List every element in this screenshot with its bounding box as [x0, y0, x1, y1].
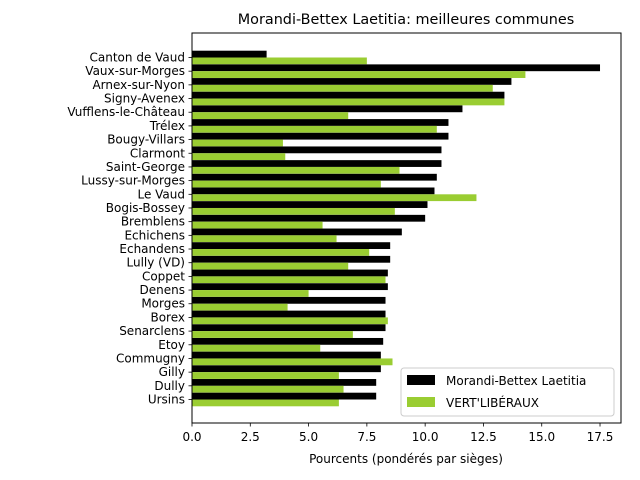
bar-morandi-0 [192, 50, 267, 58]
bar-morandi-19 [192, 310, 386, 318]
category-label: Lussy-sur-Morges [81, 174, 185, 188]
category-label: Morges [141, 297, 185, 311]
bar-vert-liberaux-10 [192, 194, 477, 202]
plot-area-frame [191, 32, 622, 424]
bar-vert-liberaux-18 [192, 303, 288, 311]
bar-vert-liberaux-16 [192, 276, 386, 284]
bar-vert-liberaux-8 [192, 166, 400, 174]
bar-morandi-7 [192, 146, 442, 154]
bar-vert-liberaux-4 [192, 112, 349, 120]
bar-morandi-13 [192, 228, 402, 236]
bar-vert-liberaux-17 [192, 290, 309, 297]
bar-morandi-5 [192, 119, 449, 126]
bar-vert-liberaux-19 [192, 317, 388, 325]
bar-morandi-10 [192, 187, 435, 195]
bar-morandi-22 [192, 351, 381, 359]
legend-label-vert-liberaux: VERT'LIBÉRAUX [446, 395, 539, 410]
x-tick-label: 5.0 [299, 430, 318, 444]
bar-vert-liberaux-9 [192, 180, 381, 188]
x-tick-label: 10.0 [412, 430, 439, 444]
bar-morandi-21 [192, 337, 384, 345]
bar-morandi-1 [192, 64, 601, 72]
bar-morandi-17 [192, 283, 388, 291]
category-label: Commugny [116, 351, 185, 365]
category-label: Bogis-Bossey [106, 201, 185, 215]
bar-vert-liberaux-25 [192, 399, 339, 407]
bar-vert-liberaux-3 [192, 98, 505, 106]
bar-morandi-6 [192, 132, 449, 140]
bar-vert-liberaux-11 [192, 207, 395, 215]
x-tick-label: 17.5 [587, 430, 614, 444]
category-label: Arnex-sur-Nyon [92, 78, 185, 92]
category-label: Coppet [142, 269, 185, 283]
bar-vert-liberaux-1 [192, 71, 526, 78]
bar-morandi-4 [192, 105, 463, 113]
bar-vert-liberaux-24 [192, 385, 344, 393]
bar-vert-liberaux-7 [192, 153, 286, 161]
bar-morandi-20 [192, 324, 386, 332]
bar-vert-liberaux-22 [192, 358, 393, 366]
category-label: Vufflens-le-Château [67, 105, 185, 119]
bar-morandi-15 [192, 255, 391, 263]
bar-vert-liberaux-14 [192, 249, 370, 256]
bar-vert-liberaux-12 [192, 221, 323, 229]
bar-morandi-8 [192, 160, 442, 167]
category-label: Etoy [158, 338, 185, 352]
bar-vert-liberaux-20 [192, 331, 353, 338]
category-label: Borex [150, 310, 185, 324]
x-tick-label: 2.5 [241, 430, 260, 444]
chart-title: Morandi-Bettex Laetitia: meilleures comm… [238, 12, 575, 28]
bar-morandi-3 [192, 91, 505, 99]
bars-layer [192, 50, 601, 407]
bar-morandi-2 [192, 78, 512, 85]
legend-box [400, 367, 615, 417]
category-label: Trélex [149, 119, 185, 133]
category-label: Echichens [124, 228, 185, 242]
bar-vert-liberaux-15 [192, 262, 349, 270]
bar-morandi-9 [192, 173, 437, 181]
bar-vert-liberaux-5 [192, 125, 437, 133]
category-label: Lully (VD) [127, 256, 185, 270]
bar-morandi-16 [192, 269, 388, 277]
x-axis-ticks: 0.0 2.5 5.0 7.5 10.0 12.5 15.0 17.5 [182, 423, 613, 444]
x-tick-label: 12.5 [470, 430, 497, 444]
category-label: Bremblens [121, 215, 185, 229]
category-label: Ursins [148, 393, 185, 407]
category-label: Gilly [159, 365, 185, 379]
legend-swatch-morandi [407, 375, 435, 385]
legend-swatch-vert-liberaux [407, 397, 435, 407]
category-label: Clarmont [130, 146, 185, 160]
category-label: Canton de Vaud [90, 51, 185, 65]
x-tick-label: 0.0 [182, 430, 201, 444]
bar-morandi-12 [192, 214, 426, 222]
category-label: Echandens [119, 242, 185, 256]
category-label: Denens [140, 283, 185, 297]
bar-vert-liberaux-21 [192, 344, 321, 352]
bar-vert-liberaux-2 [192, 84, 493, 92]
bar-morandi-23 [192, 365, 381, 373]
legend: Morandi-Bettex Laetitia VERT'LIBÉRAUX [400, 367, 615, 417]
category-label: Saint-George [106, 160, 185, 174]
bar-morandi-14 [192, 242, 391, 250]
category-label: Le Vaud [137, 187, 185, 201]
bar-vert-liberaux-23 [192, 372, 339, 379]
bar-morandi-24 [192, 379, 377, 386]
category-label: Dully [154, 379, 185, 393]
category-label: Vaux-sur-Morges [85, 64, 185, 78]
bar-vert-liberaux-6 [192, 139, 283, 147]
x-axis-label: Pourcents (pondérés par sièges) [309, 452, 503, 466]
legend-label-morandi: Morandi-Bettex Laetitia [446, 374, 586, 388]
bar-morandi-25 [192, 392, 377, 400]
bar-morandi-11 [192, 201, 428, 208]
x-tick-label: 7.5 [357, 430, 376, 444]
category-label: Signy-Avenex [104, 92, 185, 106]
category-label: Senarclens [119, 324, 185, 338]
bar-morandi-18 [192, 296, 386, 304]
bar-vert-liberaux-0 [192, 57, 367, 65]
category-label: Bougy-Villars [107, 133, 185, 147]
category-labels: Canton de VaudVaux-sur-MorgesArnex-sur-N… [67, 51, 192, 407]
x-tick-label: 15.0 [528, 430, 555, 444]
bar-vert-liberaux-13 [192, 235, 337, 243]
